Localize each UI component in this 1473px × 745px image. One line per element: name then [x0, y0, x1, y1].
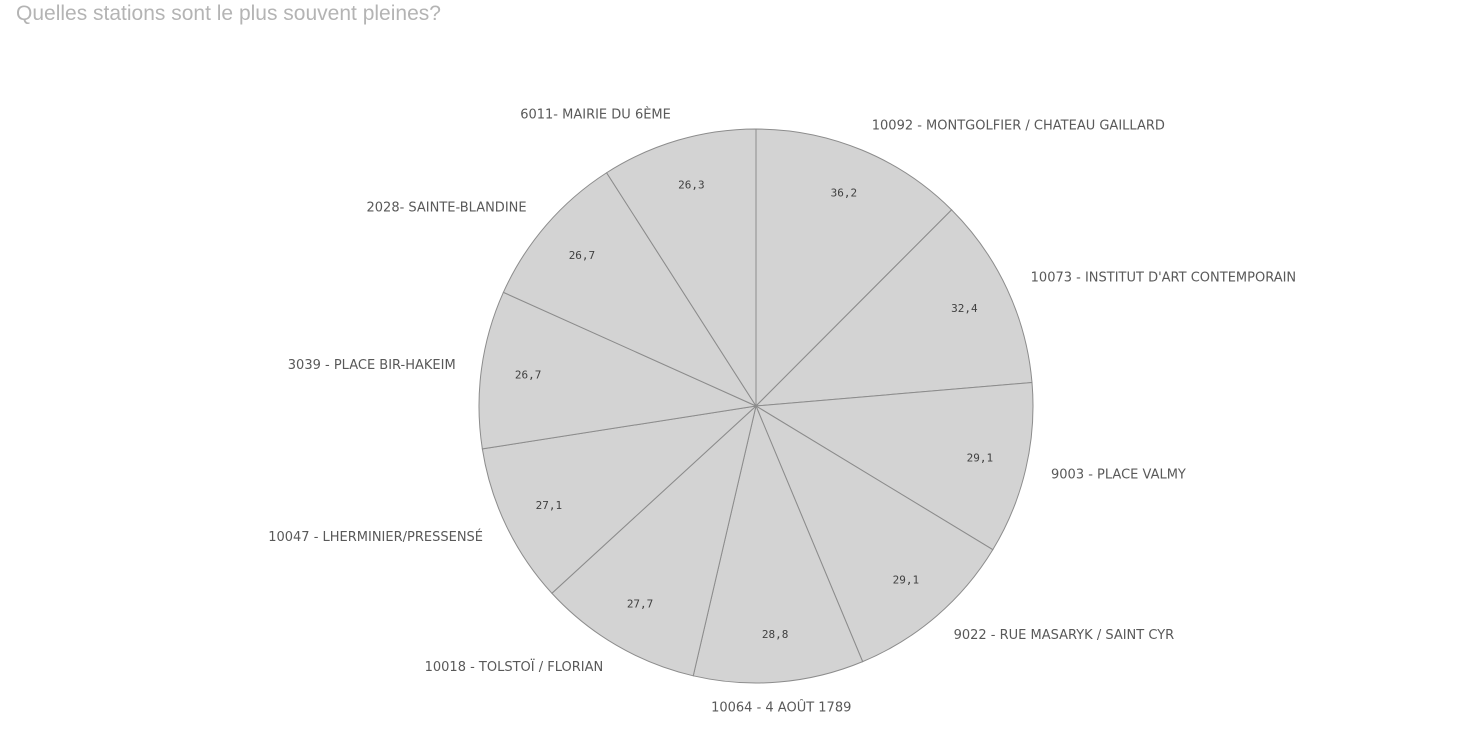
- pie-value-label-9003-place-valmy: 29,1: [967, 451, 994, 464]
- pie-slices: [478, 128, 1034, 684]
- pie-category-label-10047-lherminier-pressense: 10047 - LHERMINIER/PRESSENSÉ: [268, 529, 483, 545]
- pie-slice-10073-institut-d-art-contemporain[interactable]: [754, 209, 1033, 407]
- pie-slice-3039-place-bir-hakeim[interactable]: [478, 291, 758, 450]
- pie-value-label-10047-lherminier-pressense: 27,1: [536, 499, 563, 512]
- pie-category-label-10073-institut-d-art-contemporain: 10073 - INSTITUT D'ART CONTEMPORAIN: [1031, 271, 1297, 286]
- pie-category-label-10064-4-aout-1789: 10064 - 4 AOÛT 1789: [711, 699, 851, 715]
- pie-slice-9022-rue-masaryk-saint-cyr[interactable]: [754, 404, 994, 663]
- pie-category-label-3039-place-bir-hakeim: 3039 - PLACE BIR-HAKEIM: [288, 358, 456, 373]
- pie-category-label-6011-mairie-du-6eme: 6011- MAIRIE DU 6ÈME: [520, 107, 671, 123]
- pie-category-label-10092-montgolfier-chateau-gaillard: 10092 - MONTGOLFIER / CHATEAU GAILLARD: [872, 118, 1165, 133]
- pie-slice-10064-4-aout-1789[interactable]: [692, 404, 864, 684]
- pie-category-label-9022-rue-masaryk-saint-cyr: 9022 - RUE MASARYK / SAINT CYR: [954, 628, 1175, 643]
- chart-title: Quelles stations sont le plus souvent pl…: [16, 2, 441, 25]
- pie-slice-9003-place-valmy[interactable]: [754, 381, 1034, 551]
- pie-category-label-9003-place-valmy: 9003 - PLACE VALMY: [1051, 468, 1186, 483]
- pie-value-labels: 36,2 32,4 29,1 29,1 28,8 27,7 27,1 26,7 26,7 26,3: [515, 178, 993, 641]
- pie-category-labels: 10092 - MONTGOLFIER / CHATEAU GAILLARD 10…: [268, 107, 1296, 716]
- pie-value-label-10092-montgolfier-chateau-gaillard: 36,2: [831, 187, 858, 200]
- pie-category-label-10018-tolstoi-florian: 10018 - TOLSTOÏ / FLORIAN: [425, 659, 604, 675]
- pie-slice-10018-tolstoi-florian[interactable]: [551, 404, 757, 677]
- pie-value-label-3039-place-bir-hakeim: 26,7: [515, 368, 542, 381]
- pie-category-label-2028-sainte-blandine: 2028- SAINTE-BLANDINE: [367, 201, 527, 216]
- pie-value-label-2028-sainte-blandine: 26,7: [569, 249, 596, 262]
- pie-value-label-10073-institut-d-art-contemporain: 32,4: [951, 302, 978, 315]
- pie-slice-6011-mairie-du-6eme[interactable]: [605, 128, 757, 408]
- pie-value-label-10064-4-aout-1789: 28,8: [762, 628, 789, 641]
- pie-value-label-9022-rue-masaryk-saint-cyr: 29,1: [893, 573, 920, 586]
- pie-value-label-6011-mairie-du-6eme: 26,3: [678, 178, 705, 191]
- pie-slice-2028-sainte-blandine[interactable]: [502, 172, 758, 408]
- pie-slice-10047-lherminier-pressense[interactable]: [481, 405, 758, 594]
- pie-slice-10092-montgolfier-chateau-gaillard[interactable]: [755, 128, 953, 408]
- pie-value-label-10018-tolstoi-florian: 27,7: [627, 598, 654, 611]
